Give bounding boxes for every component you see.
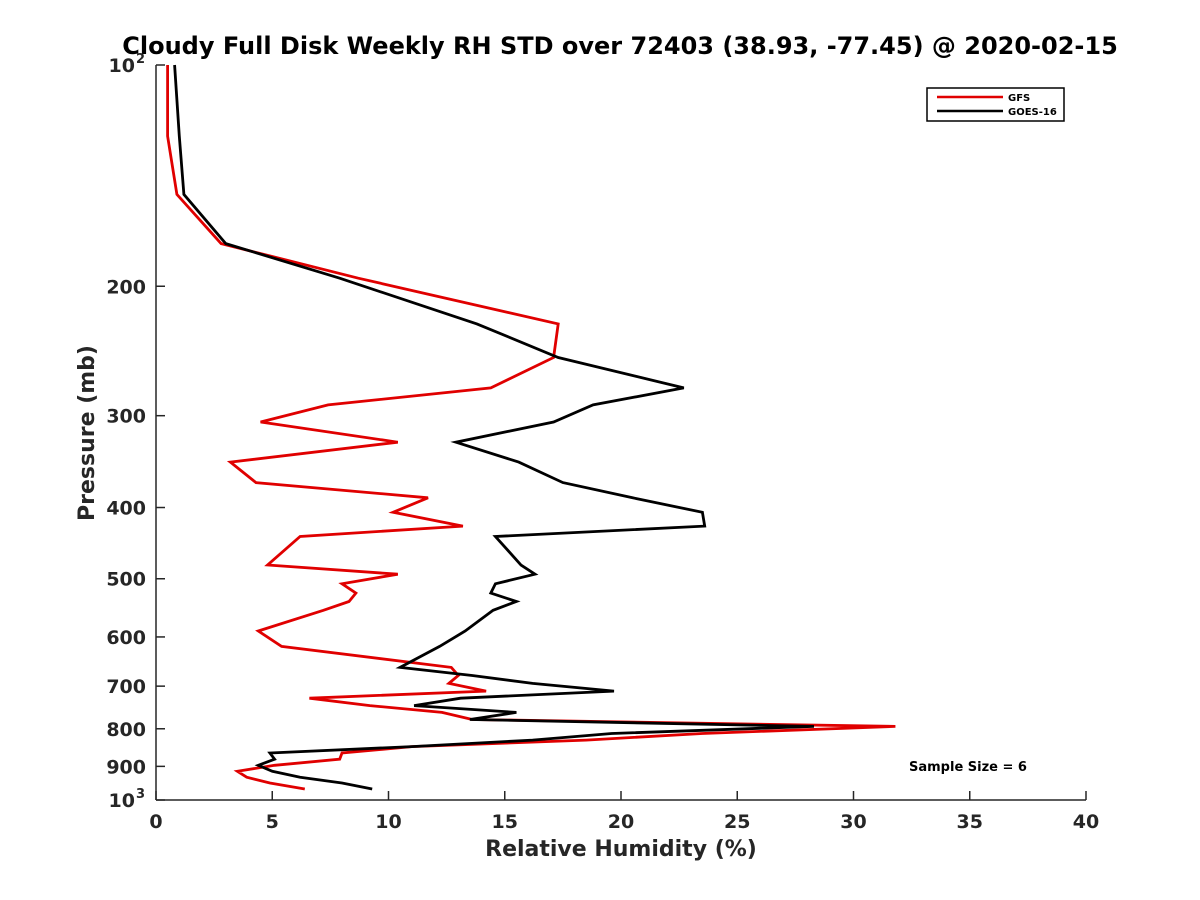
x-tick-label: 30 bbox=[840, 811, 866, 833]
y-tick-label: 10 bbox=[109, 55, 135, 77]
x-tick-label: 0 bbox=[149, 811, 162, 833]
legend: GFS GOES-16 bbox=[926, 87, 1065, 122]
legend-label: GOES-16 bbox=[1008, 107, 1057, 118]
y-tick-label: 900 bbox=[106, 756, 146, 778]
x-tick-label: 10 bbox=[375, 811, 401, 833]
legend-label: GFS bbox=[1008, 93, 1030, 104]
y-tick-label: 700 bbox=[106, 676, 146, 698]
x-tick-label: 35 bbox=[957, 811, 983, 833]
x-tick-label: 5 bbox=[266, 811, 279, 833]
x-tick-label: 40 bbox=[1073, 811, 1099, 833]
y-tick-exponent: 2 bbox=[136, 52, 145, 67]
plot-area bbox=[155, 65, 1086, 801]
y-tick-label: 10 bbox=[109, 790, 135, 812]
y-tick-label: 300 bbox=[106, 406, 146, 428]
series-lines bbox=[166, 64, 896, 791]
legend-box bbox=[926, 87, 1065, 122]
sample-size-annotation: Sample Size = 6 bbox=[909, 760, 1027, 775]
series-line-goes-16 bbox=[173, 64, 815, 791]
x-ticks: 0 5 10 15 20 25 30 35 40 bbox=[149, 791, 1099, 833]
y-tick-label: 600 bbox=[106, 627, 146, 649]
y-tick-exponent: 3 bbox=[136, 787, 145, 802]
x-tick-label: 25 bbox=[724, 811, 750, 833]
y-tick-label: 200 bbox=[106, 276, 146, 298]
chart-title: Cloudy Full Disk Weekly RH STD over 7240… bbox=[122, 32, 1118, 60]
y-tick-label: 400 bbox=[106, 498, 146, 520]
y-tick-label: 500 bbox=[106, 569, 146, 591]
x-tick-label: 15 bbox=[492, 811, 518, 833]
x-axis-label: Relative Humidity (%) bbox=[485, 837, 757, 862]
y-axis-label: Pressure (mb) bbox=[75, 345, 100, 521]
x-tick-label: 20 bbox=[608, 811, 634, 833]
y-tick-label: 800 bbox=[106, 719, 146, 741]
